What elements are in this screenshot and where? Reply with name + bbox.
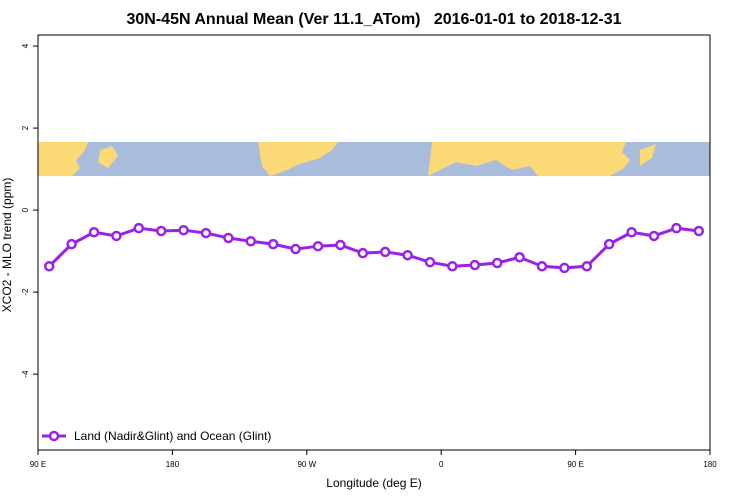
map-land: [258, 142, 338, 176]
point: [66, 238, 77, 250]
y-tick-label: 4: [21, 43, 30, 48]
point: [290, 243, 301, 255]
legend-label: Land (Nadir&Glint) and Ocean (Glint): [74, 429, 271, 443]
point: [559, 262, 570, 274]
point: [491, 257, 503, 269]
point: [514, 252, 525, 263]
map-land: [640, 144, 656, 166]
legend-marker: [48, 430, 60, 442]
x-tick-label: 0: [439, 460, 444, 469]
point: [402, 249, 413, 261]
point: [88, 226, 100, 238]
y-tick-label: 2: [21, 125, 30, 130]
point: [469, 259, 481, 271]
point: [357, 247, 369, 259]
y-tick-label: -2: [21, 288, 30, 296]
map-strip: [38, 142, 710, 176]
point: [223, 232, 234, 244]
y-axis-label: XCO2 - MLO trend (ppm): [0, 178, 14, 313]
x-tick-label: 90 E: [30, 460, 46, 469]
chart-title: 30N-45N Annual Mean (Ver 11.1_ATom) 2016…: [126, 11, 621, 28]
point: [447, 261, 458, 272]
x-tick-label: 90 W: [297, 460, 316, 469]
point: [111, 230, 122, 242]
point: [536, 261, 548, 272]
map-land: [428, 142, 630, 176]
x-tick-label: 180: [703, 460, 717, 469]
point: [693, 225, 705, 237]
point: [603, 238, 615, 250]
map-land: [38, 142, 88, 176]
plot-frame: [37, 34, 711, 451]
point: [581, 261, 593, 272]
point: [245, 236, 257, 247]
point: [626, 226, 637, 238]
point: [155, 225, 167, 237]
y-tick-label: 0: [21, 207, 30, 212]
legend: Land (Nadir&Glint) and Ocean (Glint): [42, 429, 271, 443]
point: [267, 238, 279, 250]
point: [312, 240, 324, 252]
point: [133, 222, 145, 234]
point: [671, 222, 682, 234]
point: [648, 230, 660, 242]
point: [379, 246, 391, 258]
point: [178, 224, 189, 236]
x-tick-label: 180: [166, 460, 180, 469]
point: [200, 227, 212, 239]
y-tick-label: -4: [21, 370, 30, 378]
x-tick-label: 90 E: [567, 460, 583, 469]
point: [43, 261, 55, 272]
x-axis-label: Longitude (deg E): [326, 476, 421, 490]
series-line: [48, 226, 699, 270]
map-land: [98, 146, 118, 168]
point: [335, 239, 346, 251]
point: [424, 256, 436, 268]
